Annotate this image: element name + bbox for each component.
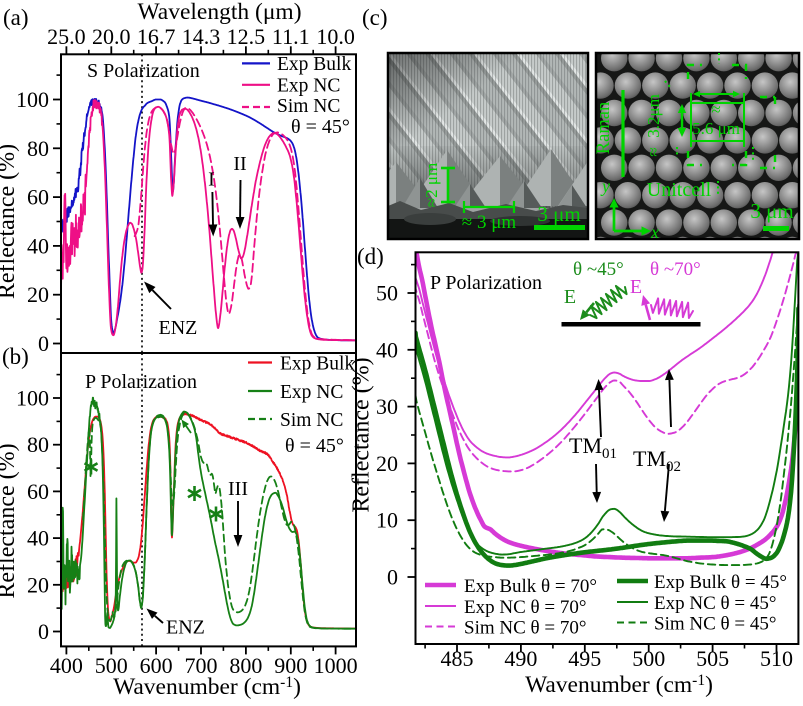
svg-text:20: 20: [376, 451, 398, 476]
svg-text:III: III: [228, 478, 248, 500]
svg-text:E: E: [564, 286, 576, 308]
svg-text:80: 80: [27, 432, 49, 457]
svg-text:50: 50: [376, 281, 398, 306]
svg-text:y: y: [600, 176, 610, 196]
svg-text:3.2μm: 3.2μm: [644, 94, 663, 138]
svg-text:II: II: [233, 153, 246, 175]
svg-text:S Polarization: S Polarization: [87, 60, 200, 82]
svg-text:Exp NC: Exp NC: [277, 76, 340, 97]
svg-text:11.1: 11.1: [272, 24, 310, 49]
svg-text:60: 60: [27, 479, 49, 504]
svg-text:Wavenumber (cm-1): Wavenumber (cm-1): [113, 674, 301, 700]
svg-text:30: 30: [376, 394, 398, 419]
svg-text:Sim NC θ = 70°: Sim NC θ = 70°: [464, 618, 586, 639]
svg-text:Exp Bulk: Exp Bulk: [280, 354, 354, 375]
svg-text:Reflectance (%): Reflectance (%): [0, 443, 20, 598]
svg-text:Exp Bulk θ = 70°: Exp Bulk θ = 70°: [464, 576, 597, 597]
svg-text:Raman: Raman: [594, 102, 614, 154]
svg-text:10: 10: [376, 508, 398, 533]
svg-text:20: 20: [27, 282, 49, 307]
svg-text:I: I: [208, 169, 215, 191]
svg-text:10.0: 10.0: [316, 24, 355, 49]
svg-text:θ ~45°: θ ~45°: [573, 259, 624, 280]
svg-text:505: 505: [696, 646, 729, 671]
svg-text:25.0: 25.0: [47, 24, 86, 49]
svg-text:P Polarization: P Polarization: [85, 371, 197, 393]
svg-text:495: 495: [568, 646, 601, 671]
svg-text:ENZ: ENZ: [159, 317, 198, 339]
svg-text:P Polarization: P Polarization: [430, 272, 542, 294]
svg-text:Exp Bulk θ = 45°: Exp Bulk θ = 45°: [654, 572, 787, 593]
svg-text:0: 0: [38, 331, 49, 356]
svg-text:E: E: [630, 276, 642, 298]
svg-text:Unitcell: Unitcell: [647, 179, 712, 201]
svg-text:510: 510: [760, 646, 793, 671]
svg-text:Exp NC: Exp NC: [280, 382, 343, 403]
svg-text:Reflectance (%): Reflectance (%): [349, 357, 375, 512]
svg-text:60: 60: [27, 185, 49, 210]
svg-text:(a): (a): [3, 5, 29, 30]
svg-text:≈ 3 μm: ≈ 3 μm: [462, 212, 517, 233]
svg-text:(d): (d): [357, 244, 384, 269]
svg-text:485: 485: [441, 646, 474, 671]
svg-text:Exp NC θ = 45°: Exp NC θ = 45°: [654, 593, 776, 614]
svg-text:≈2 μm: ≈2 μm: [422, 163, 441, 207]
svg-text:40: 40: [27, 526, 49, 551]
svg-text:100: 100: [16, 87, 49, 112]
svg-text:400: 400: [50, 653, 83, 678]
svg-text:12.5: 12.5: [227, 24, 266, 49]
svg-text:θ ~70°: θ ~70°: [650, 259, 701, 280]
svg-text:100: 100: [16, 386, 49, 411]
svg-text:16.7: 16.7: [137, 24, 176, 49]
svg-text:5.6 μm: 5.6 μm: [692, 119, 740, 138]
svg-text:500: 500: [632, 646, 665, 671]
svg-text:θ = 45°: θ = 45°: [285, 435, 344, 457]
svg-text:0: 0: [387, 565, 398, 590]
svg-text:Sim NC: Sim NC: [280, 410, 343, 431]
svg-text:ENZ: ENZ: [166, 617, 205, 639]
svg-text:Exp Bulk: Exp Bulk: [277, 54, 351, 75]
svg-text:Wavenumber (cm-1): Wavenumber (cm-1): [525, 672, 713, 698]
svg-text:θ = 45°: θ = 45°: [291, 116, 350, 138]
svg-text:≈: ≈: [644, 147, 663, 156]
svg-text:Reflectance (%): Reflectance (%): [0, 144, 20, 299]
svg-text:40: 40: [376, 337, 398, 362]
svg-text:80: 80: [27, 136, 49, 161]
svg-text:1000: 1000: [314, 653, 358, 678]
svg-text:40: 40: [27, 233, 49, 258]
svg-text:20: 20: [27, 572, 49, 597]
svg-text:490: 490: [504, 646, 537, 671]
svg-text:(b): (b): [2, 344, 29, 369]
svg-text:3 μm: 3 μm: [537, 202, 580, 226]
svg-text:x: x: [650, 222, 659, 242]
svg-text:0: 0: [38, 619, 49, 644]
svg-text:14.3: 14.3: [182, 24, 221, 49]
svg-text:20.0: 20.0: [92, 24, 131, 49]
svg-text:≈: ≈: [711, 100, 720, 119]
svg-text:(c): (c): [362, 5, 388, 30]
svg-text:Sim NC: Sim NC: [277, 96, 340, 117]
svg-text:Wavelength (μm): Wavelength (μm): [137, 0, 301, 25]
svg-text:3 μm: 3 μm: [750, 199, 793, 223]
svg-text:Exp NC θ = 70°: Exp NC θ = 70°: [464, 597, 586, 618]
svg-text:Sim NC θ = 45°: Sim NC θ = 45°: [654, 614, 776, 635]
